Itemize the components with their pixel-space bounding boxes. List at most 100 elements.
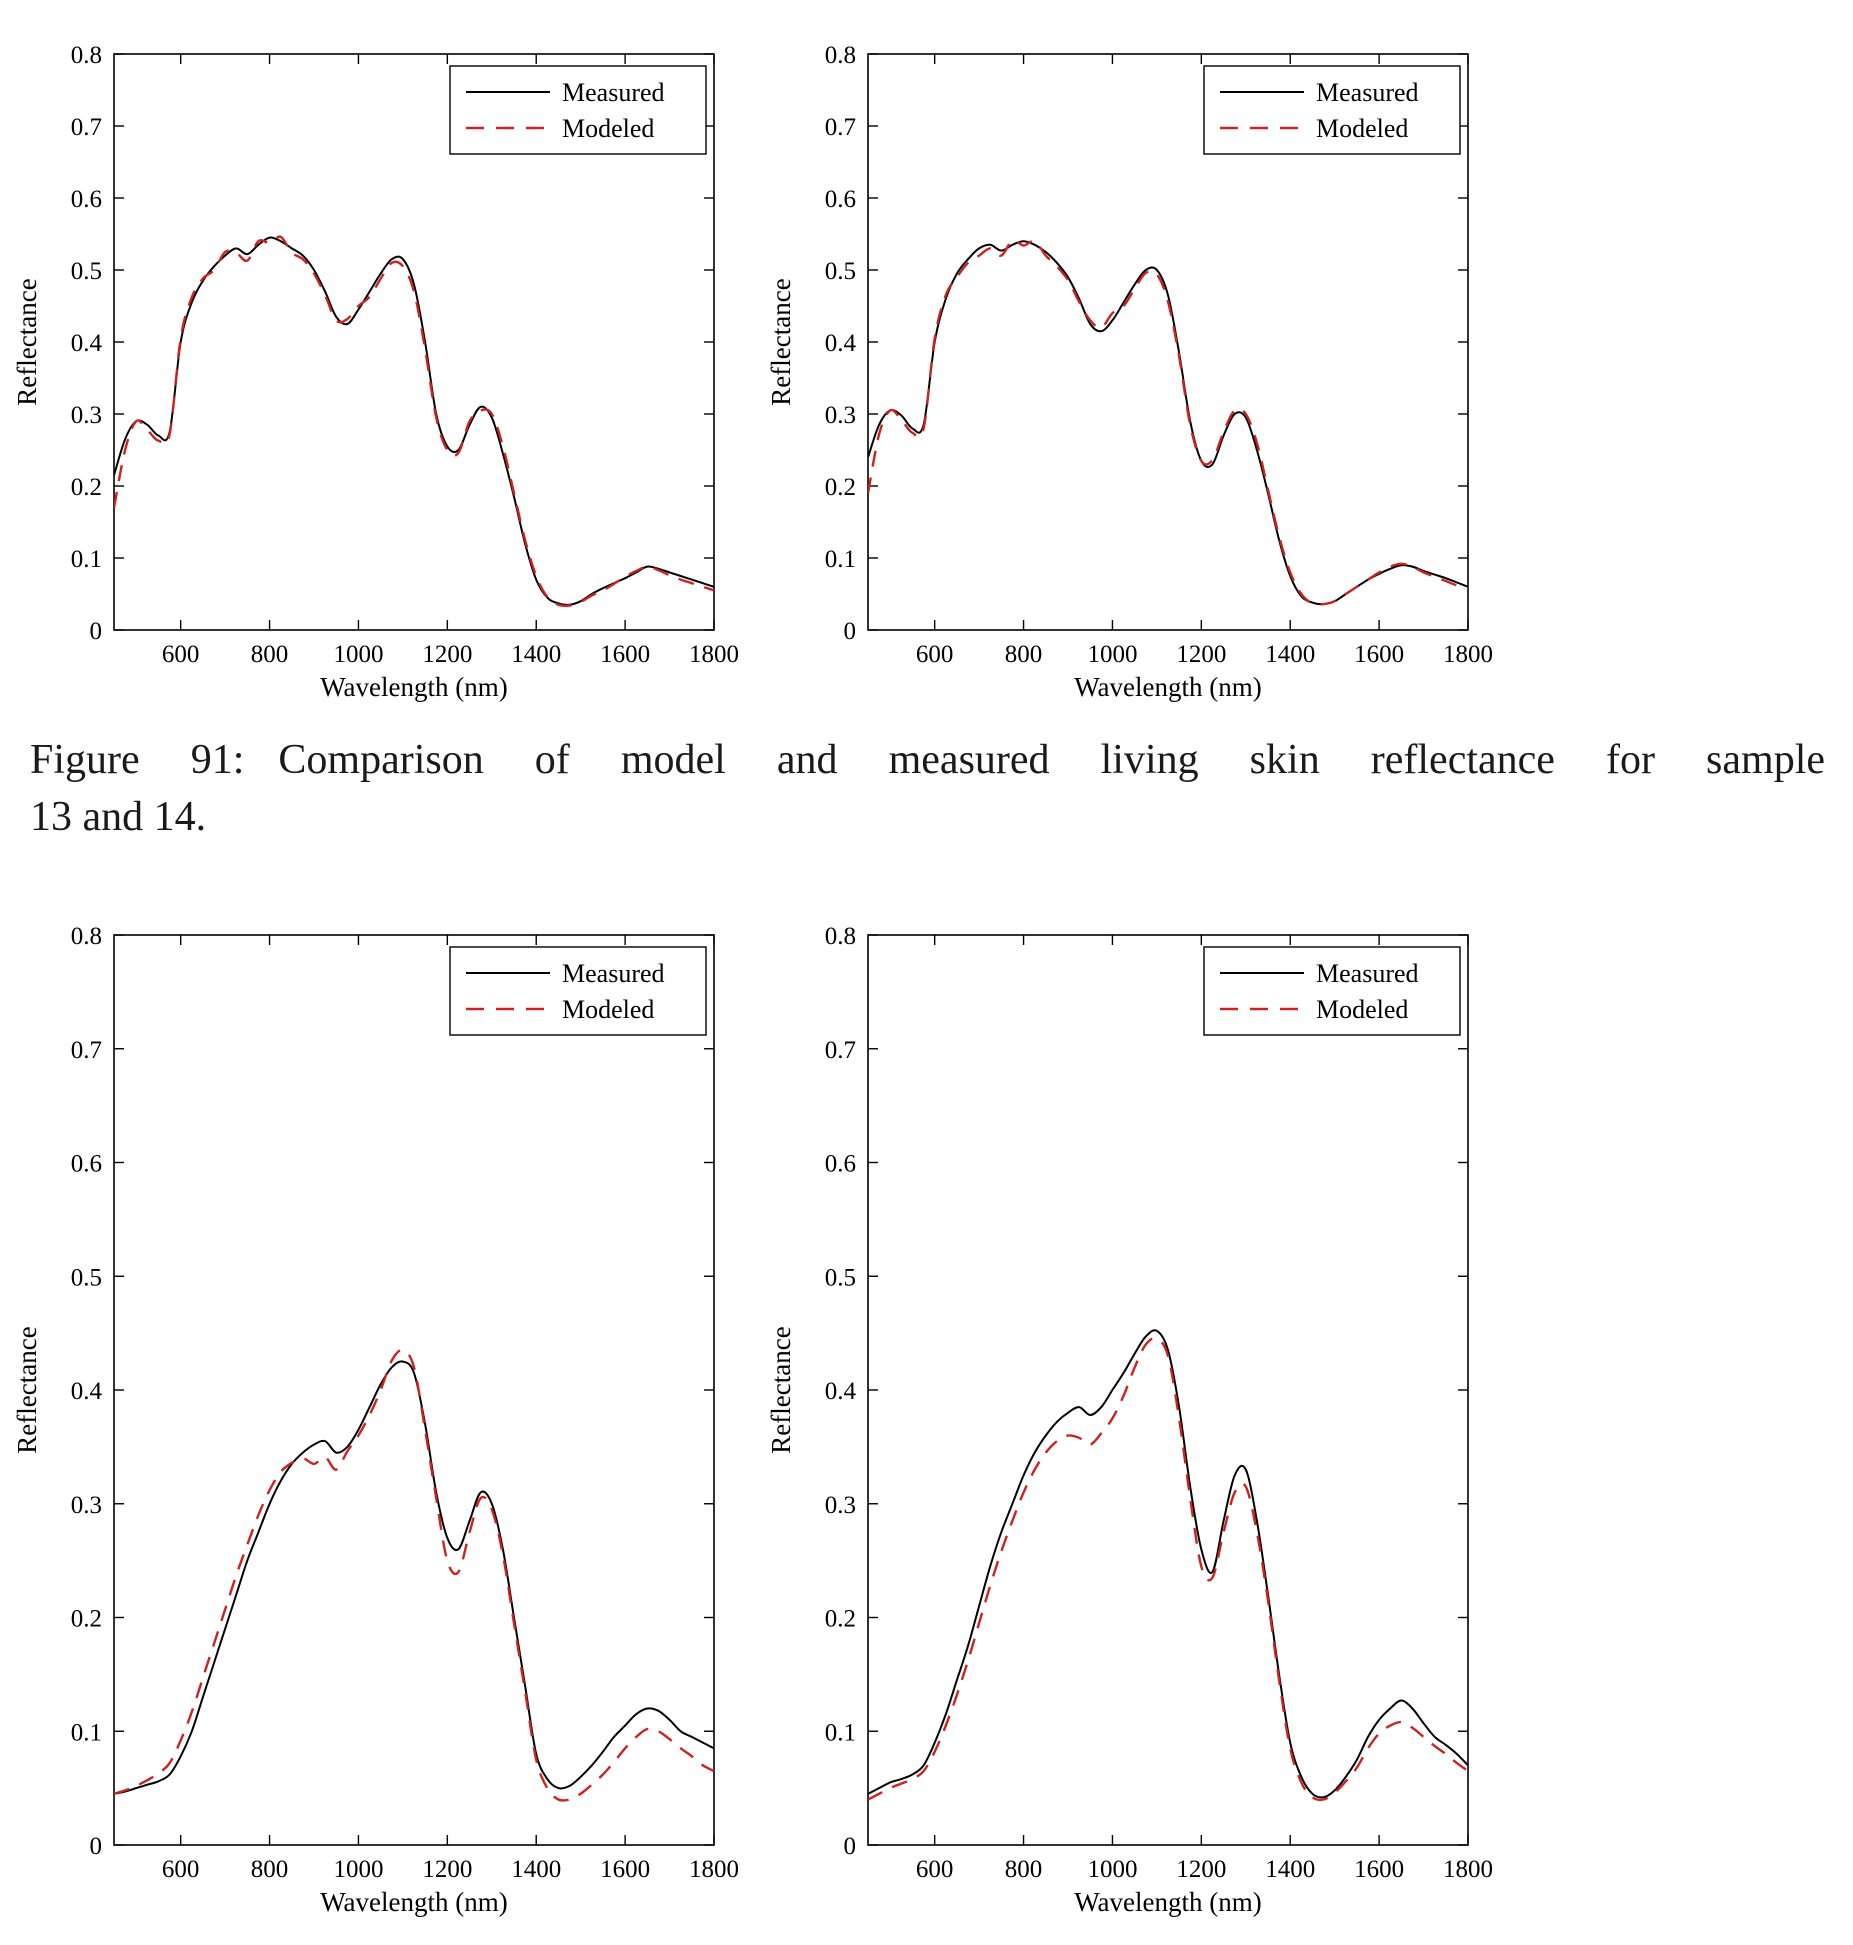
modeled-line — [868, 239, 1468, 606]
legend-label-modeled: Modeled — [1316, 114, 1408, 143]
x-tick-label: 1400 — [511, 641, 561, 668]
y-axis-label: Reflectance — [12, 278, 42, 405]
y-tick-label: 0.3 — [825, 1492, 856, 1519]
measured-line — [114, 1360, 714, 1795]
x-tick-label: 600 — [162, 641, 200, 668]
y-tick-label: 0.3 — [71, 402, 102, 429]
measured-line — [114, 236, 714, 606]
x-axis-label: Wavelength (nm) — [1074, 1887, 1262, 1917]
figure-caption-line1: Figure 91: Comparison of model and measur… — [30, 732, 1825, 789]
y-tick-label: 0.1 — [825, 546, 856, 573]
y-tick-label: 0.3 — [825, 402, 856, 429]
y-tick-label: 0.5 — [71, 1264, 102, 1291]
y-tick-label: 0 — [844, 1833, 857, 1860]
x-tick-label: 1000 — [1087, 1856, 1137, 1883]
x-tick-label: 600 — [916, 1856, 954, 1883]
reflectance-plot-sample-15-left-bottom: 600 800 1000 1200 1400 1600 1800 0 0.1 0.2 0.3 0.4 0… — [12, 923, 739, 1917]
legend-label-measured: Measured — [1316, 78, 1419, 107]
x-tick-label: 1400 — [511, 1856, 561, 1883]
y-tick-label: 0 — [90, 1833, 103, 1860]
y-tick-label: 0.4 — [71, 1378, 103, 1405]
y-tick-label: 0.8 — [825, 42, 856, 69]
x-tick-label: 1000 — [333, 1856, 383, 1883]
x-tick-label: 1400 — [1265, 641, 1315, 668]
x-tick-label: 1200 — [422, 641, 472, 668]
y-tick-label: 0.3 — [71, 1492, 102, 1519]
y-tick-label: 0 — [90, 618, 103, 645]
figure-caption-text: Comparison of model and measured living … — [278, 737, 1826, 783]
reflectance-plot-sample-16-right-bottom: 600 800 1000 1200 1400 1600 1800 0 0.1 0.2 0.3 0.4 0… — [766, 923, 1493, 1917]
x-tick-label: 1600 — [1354, 1856, 1404, 1883]
x-tick-label: 1200 — [422, 1856, 472, 1883]
figure-caption-line2: 13 and 14. — [30, 794, 207, 841]
legend-box — [449, 65, 707, 155]
figure-caption-label: Figure 91: — [30, 737, 245, 783]
plot-box — [867, 934, 1469, 1846]
chart-bottom-left: 600 800 1000 1200 1400 1600 1800 0 0.1 0.2 0.3 0.4 0… — [8, 893, 750, 1945]
y-tick-label: 0.2 — [71, 1606, 102, 1633]
x-tick-label: 1200 — [1176, 1856, 1226, 1883]
x-tick-label: 1800 — [1443, 1856, 1493, 1883]
x-tick-label: 1000 — [333, 641, 383, 668]
legend-box — [1203, 946, 1461, 1036]
y-tick-label: 0.1 — [71, 1719, 102, 1746]
y-tick-label: 0.4 — [71, 330, 103, 357]
legend-label-modeled: Modeled — [1316, 995, 1408, 1024]
legend-label-measured: Measured — [562, 959, 665, 988]
y-tick-label: 0.6 — [71, 186, 102, 213]
measured-line — [868, 1329, 1468, 1799]
y-tick-label: 0.7 — [71, 1037, 102, 1064]
y-tick-label: 0.6 — [71, 1151, 102, 1178]
x-tick-label: 1600 — [600, 1856, 650, 1883]
x-tick-label: 800 — [1005, 1856, 1043, 1883]
x-tick-label: 800 — [1005, 641, 1043, 668]
measured-line — [868, 240, 1468, 606]
y-tick-label: 0.4 — [825, 1378, 857, 1405]
chart-bottom-right: 600 800 1000 1200 1400 1600 1800 0 0.1 0.2 0.3 0.4 0… — [762, 893, 1504, 1945]
x-tick-label: 1600 — [1354, 641, 1404, 668]
y-tick-label: 0.7 — [825, 114, 856, 141]
x-tick-label: 1400 — [1265, 1856, 1315, 1883]
y-tick-label: 0.6 — [825, 1151, 856, 1178]
modeled-line — [868, 1337, 1468, 1802]
x-tick-label: 1800 — [689, 641, 739, 668]
y-tick-label: 0.1 — [825, 1719, 856, 1746]
y-axis-label: Reflectance — [766, 278, 796, 405]
modeled-line — [114, 235, 714, 608]
x-tick-label: 1800 — [689, 1856, 739, 1883]
y-axis-label: Reflectance — [12, 1326, 42, 1453]
x-tick-label: 1200 — [1176, 641, 1226, 668]
y-tick-label: 0.2 — [71, 474, 102, 501]
y-tick-label: 0.8 — [71, 42, 102, 69]
y-tick-label: 0.4 — [825, 330, 857, 357]
legend-label-modeled: Modeled — [562, 995, 654, 1024]
legend-box — [1203, 65, 1461, 155]
x-tick-label: 600 — [162, 1856, 200, 1883]
y-tick-label: 0.7 — [71, 114, 102, 141]
y-tick-label: 0.5 — [825, 258, 856, 285]
x-tick-label: 800 — [251, 641, 289, 668]
legend-label-measured: Measured — [1316, 959, 1419, 988]
y-axis-label: Reflectance — [766, 1326, 796, 1453]
x-axis-label: Wavelength (nm) — [320, 672, 508, 702]
reflectance-plot-sample-14: 600 800 1000 1200 1400 1600 1800 0 0.1 0.2 0.3 0.4 0… — [766, 42, 1493, 702]
legend-label-measured: Measured — [562, 78, 665, 107]
y-tick-label: 0 — [844, 618, 857, 645]
x-tick-label: 1800 — [1443, 641, 1493, 668]
x-tick-label: 600 — [916, 641, 954, 668]
legend-label-modeled: Modeled — [562, 114, 654, 143]
x-axis-label: Wavelength (nm) — [1074, 672, 1262, 702]
chart-sample-14: 600 800 1000 1200 1400 1600 1800 0 0.1 0.2 0.3 0.4 0… — [762, 10, 1504, 727]
figure-caption: Figure 91: Comparison of model and measur… — [30, 732, 1825, 846]
y-tick-label: 0.8 — [825, 923, 856, 950]
reflectance-plot-sample-13: 600 800 1000 1200 1400 1600 1800 0 0.1 0.2 0.3 0.4 0… — [12, 42, 739, 702]
y-tick-label: 0.8 — [71, 923, 102, 950]
y-tick-label: 0.2 — [825, 474, 856, 501]
y-tick-label: 0.5 — [71, 258, 102, 285]
x-tick-label: 800 — [251, 1856, 289, 1883]
x-tick-label: 1600 — [600, 641, 650, 668]
y-tick-label: 0.5 — [825, 1264, 856, 1291]
y-tick-label: 0.1 — [71, 546, 102, 573]
y-tick-label: 0.6 — [825, 186, 856, 213]
